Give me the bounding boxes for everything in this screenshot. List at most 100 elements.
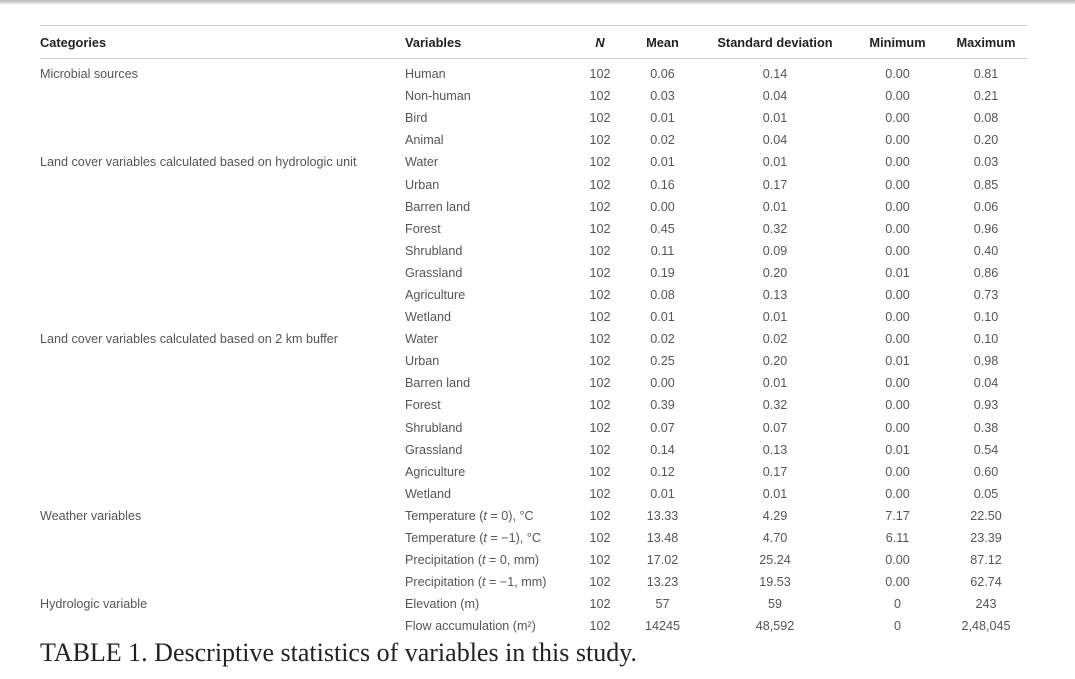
table-row: Land cover variables calculated based on… [40,151,1027,173]
cell-standard-deviation: 0.01 [762,310,788,325]
header-categories: Categories [40,34,107,50]
cell-n: 102 [589,310,611,325]
cell-variable: Water [405,332,439,347]
cell-category [40,527,405,549]
cell-minimum: 0.00 [885,177,910,192]
cell-category [40,262,405,284]
cell-minimum: 0.00 [885,89,910,104]
cell-mean: 0.08 [650,287,675,302]
cell-category [40,284,405,306]
cell-minimum: 0.00 [885,553,910,568]
cell-mean: 57 [655,597,670,612]
top-shadow-bar [0,0,1075,4]
descriptive-statistics-table: Categories Variables N Mean Standard dev… [40,25,1027,637]
cell-mean: 13.33 [646,508,679,523]
cell-category [40,461,405,483]
cell-n: 102 [589,354,611,369]
cell-variable: Flow accumulation (m²) [405,619,536,634]
cell-mean: 0.39 [650,398,675,413]
cell-variable: Precipitation (t = −1, mm) [405,575,547,590]
cell-n: 102 [589,177,611,192]
table-row: Grassland 102 0.19 0.20 0.01 0.86 [40,262,1027,284]
table-row: Weather variables Temperature (t = 0), °C… [40,505,1027,527]
cell-mean: 0.02 [650,332,675,347]
cell-variable: Water [405,155,439,170]
table-row: Grassland 102 0.14 0.13 0.01 0.54 [40,439,1027,461]
table-row: Shrubland 102 0.07 0.07 0.00 0.38 [40,417,1027,439]
cell-variable: Agriculture [405,287,466,302]
table-row: Animal 102 0.02 0.04 0.00 0.20 [40,129,1027,151]
table-row: Urban 102 0.25 0.20 0.01 0.98 [40,350,1027,372]
cell-standard-deviation: 0.01 [762,155,788,170]
cell-mean: 17.02 [646,553,679,568]
cell-standard-deviation: 0.01 [762,376,788,391]
cell-category [40,549,405,571]
cell-standard-deviation: 25.24 [759,553,791,568]
cell-n: 102 [589,553,611,568]
cell-minimum: 0.00 [885,332,910,347]
cell-minimum: 0.00 [885,221,910,236]
cell-maximum: 0.85 [973,177,999,192]
cell-category [40,394,405,416]
cell-mean: 0.00 [650,199,675,214]
cell-mean: 0.00 [650,376,675,391]
cell-minimum: 7.17 [885,508,910,523]
cell-standard-deviation: 0.17 [762,177,788,192]
header-standard-deviation: Standard deviation [717,34,833,50]
cell-category [40,615,405,637]
cell-variable: Wetland [405,310,451,325]
cell-variable: Wetland [405,486,451,501]
cell-mean: 0.03 [650,89,675,104]
cell-n: 102 [589,597,611,612]
cell-maximum: 0.38 [973,420,999,435]
cell-n: 102 [589,442,611,457]
table-row: Shrubland 102 0.11 0.09 0.00 0.40 [40,240,1027,262]
table-row: Land cover variables calculated based on… [40,328,1027,350]
table-row: Barren land 102 0.00 0.01 0.00 0.06 [40,196,1027,218]
cell-variable: Bird [405,111,428,126]
cell-minimum: 0.00 [885,310,910,325]
cell-maximum: 0.05 [973,486,999,501]
table-row: Precipitation (t = 0, mm) 102 17.02 25.24 0.… [40,549,1027,571]
cell-variable: Forest [405,221,441,236]
cell-n: 102 [589,508,611,523]
cell-mean: 0.01 [650,310,675,325]
cell-maximum: 62.74 [970,575,1002,590]
cell-category [40,85,405,107]
cell-n: 102 [589,398,611,413]
cell-minimum: 0.00 [885,376,910,391]
cell-n: 102 [589,89,611,104]
cell-category: Weather variables [40,508,142,523]
cell-maximum: 87.12 [970,553,1002,568]
cell-maximum: 0.03 [973,155,999,170]
cell-maximum: 0.73 [973,287,999,302]
cell-category [40,571,405,593]
cell-standard-deviation: 0.20 [762,265,788,280]
cell-variable: Temperature (t = 0), °C [405,508,534,523]
cell-standard-deviation: 0.07 [762,420,788,435]
cell-mean: 14245 [644,619,681,634]
cell-category [40,240,405,262]
cell-maximum: 0.40 [973,243,999,258]
cell-maximum: 0.93 [973,398,999,413]
cell-category [40,372,405,394]
cell-maximum: 0.96 [973,221,999,236]
cell-category: Land cover variables calculated based on… [40,155,357,170]
cell-n: 102 [589,133,611,148]
cell-standard-deviation: 0.04 [762,133,788,148]
cell-variable: Precipitation (t = 0, mm) [405,553,540,568]
cell-mean: 0.11 [650,243,675,258]
header-minimum: Minimum [869,34,926,50]
cell-variable: Human [405,67,446,82]
header-variables: Variables [405,34,462,50]
cell-mean: 0.01 [650,111,675,126]
header-mean: Mean [646,34,679,50]
cell-maximum: 0.21 [973,89,999,104]
table-row: Barren land 102 0.00 0.01 0.00 0.04 [40,372,1027,394]
table-row: Precipitation (t = −1, mm) 102 13.23 19.53 0… [40,571,1027,593]
cell-category [40,439,405,461]
cell-category [40,173,405,195]
cell-minimum: 0.00 [885,199,910,214]
table-caption: TABLE 1. Descriptive statistics of varia… [40,638,638,667]
table-row: Temperature (t = −1), °C 102 13.48 4.70 6.11… [40,527,1027,549]
